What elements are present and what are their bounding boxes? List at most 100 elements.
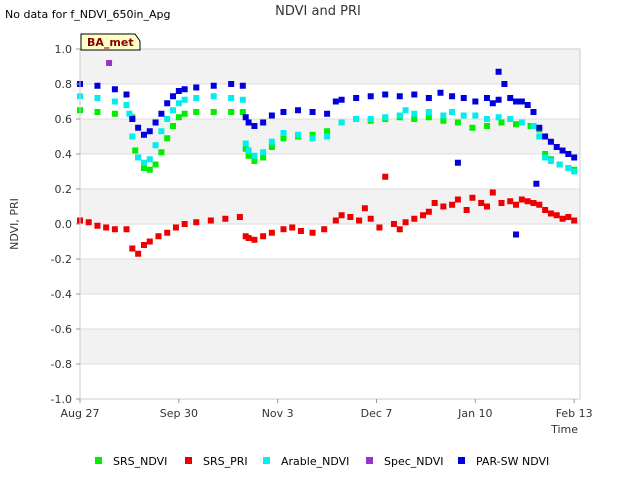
data-point (193, 219, 200, 226)
data-point (129, 133, 136, 140)
data-point (353, 95, 360, 101)
data-point (483, 203, 490, 210)
plot-band (80, 49, 580, 84)
data-point (536, 201, 543, 208)
data-point (260, 233, 267, 240)
data-point (353, 116, 360, 122)
data-point (489, 100, 496, 107)
data-point (103, 224, 110, 231)
data-point (536, 124, 543, 131)
y-tick-label: 0.6 (55, 113, 73, 126)
data-point (280, 109, 287, 115)
y-tick-label: -0.8 (51, 358, 72, 371)
data-point (463, 207, 470, 213)
data-point (367, 116, 374, 122)
data-point (542, 151, 549, 157)
data-point (547, 138, 554, 145)
plot-band (80, 154, 580, 189)
x-tick-label: Sep 30 (160, 407, 198, 420)
data-point (483, 116, 490, 122)
data-point (140, 131, 147, 138)
data-point (170, 107, 177, 114)
data-point (513, 121, 520, 128)
data-point (193, 84, 200, 91)
data-point (111, 226, 118, 233)
data-point (411, 215, 418, 222)
chart-title: NDVI and PRI (275, 4, 361, 19)
data-point (309, 229, 316, 236)
data-point (239, 96, 246, 103)
data-point (390, 221, 397, 227)
data-point (495, 68, 502, 75)
data-point (135, 250, 142, 257)
data-point (251, 152, 258, 159)
data-point (242, 140, 249, 147)
data-point (530, 200, 537, 206)
data-point (181, 96, 188, 103)
data-point (425, 114, 432, 121)
data-point (396, 226, 403, 233)
y-axis-label: NDVI, PRI (8, 198, 21, 250)
data-point (193, 109, 200, 115)
data-point (268, 144, 275, 150)
legend-marker (95, 457, 102, 464)
data-point (245, 119, 252, 126)
data-point (164, 116, 171, 122)
data-point (361, 205, 368, 212)
y-tick-label: -0.6 (51, 323, 72, 336)
data-point (324, 110, 331, 117)
data-point (454, 159, 461, 166)
x-tick-label: Dec 7 (361, 407, 393, 420)
data-point (181, 86, 188, 93)
data-point (565, 165, 572, 171)
data-point (140, 165, 147, 171)
data-point (207, 217, 214, 224)
site-tag: BA_met (80, 33, 141, 51)
data-point (94, 95, 101, 101)
data-point (559, 215, 566, 222)
data-point (513, 98, 520, 105)
data-point (245, 147, 252, 154)
data-point (425, 109, 432, 115)
data-point (129, 245, 136, 252)
legend-marker (366, 457, 373, 464)
legend-label: Spec_NDVI (384, 455, 444, 468)
data-point (518, 196, 525, 203)
data-point (382, 91, 389, 98)
data-point (140, 159, 147, 166)
data-point (396, 112, 403, 119)
data-point (518, 119, 525, 126)
data-point (489, 189, 496, 196)
data-point (513, 201, 520, 208)
data-point (222, 215, 229, 222)
data-point (347, 214, 354, 220)
plot-band (80, 364, 580, 399)
data-point (382, 114, 389, 121)
data-points (77, 60, 578, 257)
data-point (454, 119, 461, 126)
data-point (181, 110, 188, 117)
data-point (251, 123, 258, 129)
data-point (425, 208, 432, 215)
data-point (164, 135, 171, 142)
data-point (530, 123, 537, 129)
data-point (472, 98, 479, 105)
legend-marker (263, 457, 270, 464)
data-point (242, 114, 249, 121)
data-point (382, 173, 389, 180)
data-point (172, 224, 179, 231)
data-point (321, 226, 328, 233)
data-point (158, 128, 165, 135)
data-point (268, 138, 275, 145)
data-point (530, 109, 537, 115)
x-tick-label: Nov 3 (262, 407, 294, 420)
data-point (547, 158, 554, 164)
data-point (553, 144, 560, 150)
data-point (295, 107, 302, 114)
data-point (295, 131, 302, 138)
no-data-note: No data for f_NDVI_650in_Apg (5, 8, 171, 21)
data-point (376, 224, 383, 231)
y-tick-label: 1.0 (55, 43, 73, 56)
data-point (483, 123, 490, 129)
